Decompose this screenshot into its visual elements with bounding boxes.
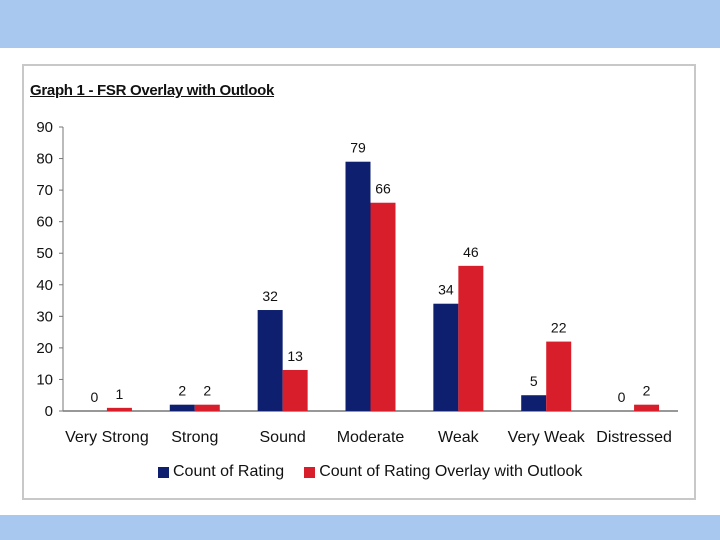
bar — [345, 161, 371, 411]
bar — [106, 407, 132, 411]
bar — [282, 369, 308, 411]
x-tick-label: Very Strong — [65, 429, 149, 446]
x-tick-label: Moderate — [337, 429, 405, 446]
data-label: 2 — [178, 383, 186, 399]
legend-item-count-overlay: Count of Rating Overlay with Outlook — [304, 463, 582, 481]
bar — [521, 395, 547, 411]
data-label: 22 — [551, 320, 567, 336]
x-tick-label: Sound — [260, 429, 306, 446]
data-label: 32 — [262, 288, 278, 304]
y-tick-label: 0 — [45, 403, 53, 420]
y-tick-label: 50 — [36, 245, 53, 262]
data-label: 66 — [375, 181, 391, 197]
legend-swatch-count-overlay — [304, 466, 316, 478]
y-tick-label: 20 — [36, 340, 53, 357]
x-tick-label: Distressed — [596, 429, 672, 446]
data-label: 5 — [530, 373, 538, 389]
top-band — [0, 0, 720, 48]
y-tick-label: 60 — [36, 214, 53, 231]
bar — [194, 404, 220, 411]
y-tick-label: 10 — [36, 371, 53, 388]
data-label: 0 — [618, 389, 626, 405]
x-tick-label: Very Weak — [508, 429, 586, 446]
bar — [634, 404, 660, 411]
y-tick-label: 70 — [36, 182, 53, 199]
data-label: 79 — [350, 140, 366, 156]
data-label: 0 — [91, 389, 99, 405]
legend-label-count-overlay: Count of Rating Overlay with Outlook — [319, 463, 583, 480]
data-label: 46 — [463, 244, 479, 260]
x-tick-label: Weak — [438, 429, 480, 446]
bar — [169, 404, 195, 411]
legend-item-count-of-rating: Count of Rating — [158, 463, 284, 481]
bar — [370, 202, 396, 411]
data-label: 2 — [203, 383, 211, 399]
data-label: 1 — [116, 386, 124, 402]
y-tick-label: 80 — [36, 151, 53, 168]
x-tick-label: Strong — [171, 429, 218, 446]
y-tick-label: 30 — [36, 308, 53, 325]
legend: Count of Rating Count of Rating Overlay … — [158, 463, 602, 481]
legend-swatch-count-of-rating — [158, 466, 169, 478]
data-label: 2 — [643, 383, 651, 399]
data-label: 13 — [287, 348, 303, 364]
y-tick-label: 90 — [36, 119, 53, 136]
chart-title: Graph 1 - FSR Overlay with Outlook — [30, 82, 275, 99]
bottom-band — [0, 515, 720, 540]
bar — [546, 341, 572, 411]
bar — [257, 310, 283, 411]
bar — [458, 265, 484, 411]
legend-label-count-of-rating: Count of Rating — [173, 463, 285, 480]
data-label: 34 — [438, 282, 454, 298]
y-tick-label: 40 — [36, 277, 53, 294]
bar — [433, 303, 459, 411]
